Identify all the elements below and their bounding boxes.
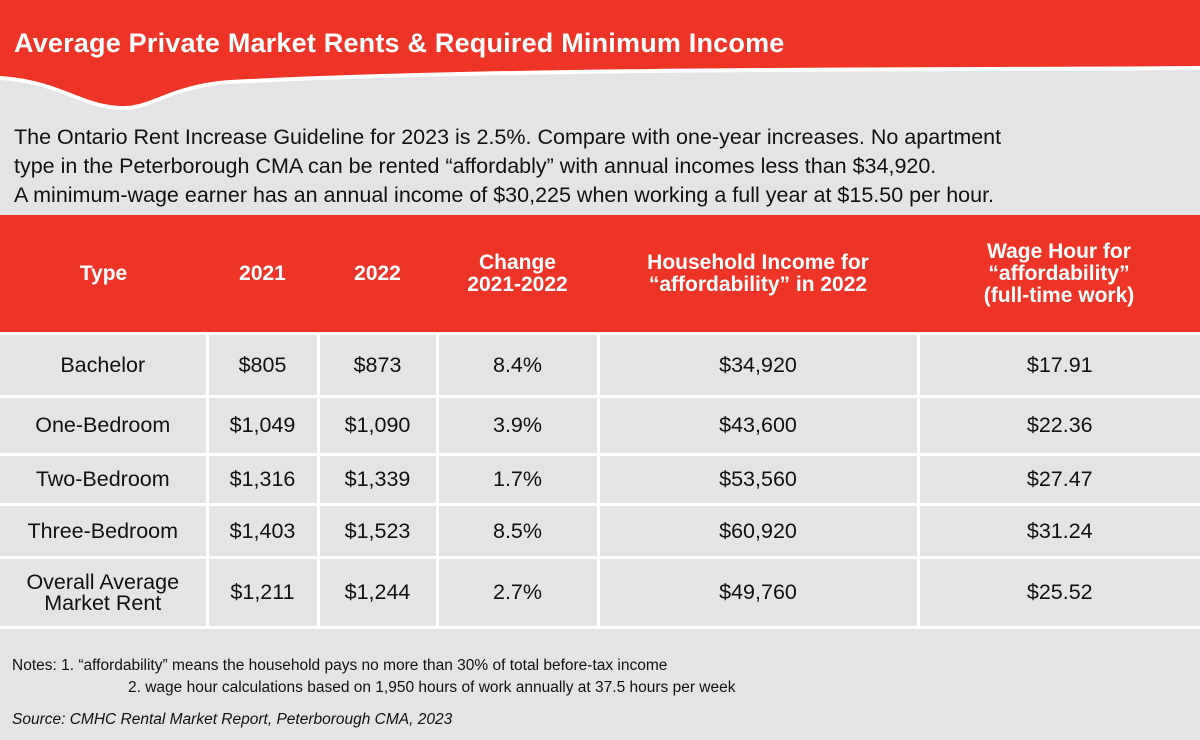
table-cell: $1,244 bbox=[316, 556, 439, 629]
column-header: 2022 bbox=[318, 215, 437, 334]
row-type-cell: One-Bedroom bbox=[0, 395, 209, 456]
column-header-line: 2021 bbox=[239, 261, 286, 285]
column-header-line: Type bbox=[79, 261, 128, 285]
table-row: Two-Bedroom $1,316 $1,339 1.7% $53,560 $27.47 bbox=[0, 453, 1200, 506]
column-header-line: Household Income for bbox=[647, 250, 869, 274]
table-cell: 8.5% bbox=[435, 503, 600, 559]
table-cell: $27.47 bbox=[916, 453, 1200, 506]
intro-text: The Ontario Rent Increase Guideline for … bbox=[14, 123, 1194, 210]
source-citation: Source: CMHC Rental Market Report, Peter… bbox=[12, 711, 453, 728]
table-cell: 8.4% bbox=[435, 332, 600, 398]
rent-table: Type 2021 2022 Change 2021-2022 Household Inc… bbox=[0, 215, 1200, 629]
table-cell: $22.36 bbox=[916, 395, 1200, 456]
table-header-row: Type 2021 2022 Change 2021-2022 Household Inc… bbox=[0, 215, 1200, 334]
row-type-cell: Two-Bedroom bbox=[0, 453, 209, 506]
note-2: 2. wage hour calculations based on 1,950… bbox=[128, 679, 736, 696]
row-type-cell: Overall Average Market Rent bbox=[0, 556, 209, 629]
page-title: Average Private Market Rents & Required … bbox=[14, 28, 785, 58]
table-cell: $60,920 bbox=[596, 503, 920, 559]
column-header: Wage Hour for “affordability” (full-time w… bbox=[918, 215, 1200, 334]
table-cell: $873 bbox=[316, 332, 439, 398]
table-cell: $17.91 bbox=[916, 332, 1200, 398]
table-row: Overall Average Market Rent $1,211 $1,244 2… bbox=[0, 556, 1200, 629]
notes: Notes: 1. “affordability” means the hous… bbox=[12, 655, 735, 699]
table-cell: $1,090 bbox=[316, 395, 439, 456]
table-cell: $43,600 bbox=[596, 395, 920, 456]
column-header-line: Change bbox=[478, 250, 556, 274]
column-header-line: “affordability” in 2022 bbox=[648, 272, 868, 296]
table-cell: 1.7% bbox=[435, 453, 600, 506]
table-cell: 3.9% bbox=[435, 395, 600, 456]
row-type-cell: Three-Bedroom bbox=[0, 503, 209, 559]
table-row: One-Bedroom $1,049 $1,090 3.9% $43,600 $22.36 bbox=[0, 395, 1200, 456]
column-header: Household Income for “affordability” in 2… bbox=[598, 215, 918, 334]
column-header-line: “affordability” bbox=[988, 261, 1130, 285]
header-banner bbox=[0, 0, 1200, 111]
column-header-line: Wage Hour for bbox=[987, 239, 1131, 263]
column-header-line: 2022 bbox=[354, 261, 401, 285]
table-cell: 2.7% bbox=[435, 556, 600, 629]
table-cell: $1,049 bbox=[205, 395, 320, 456]
intro-line: The Ontario Rent Increase Guideline for … bbox=[14, 125, 1002, 149]
table-cell: $1,403 bbox=[205, 503, 320, 559]
table-cell: $34,920 bbox=[596, 332, 920, 398]
intro-line: type in the Peterborough CMA can be rent… bbox=[14, 154, 937, 178]
column-header: Change 2021-2022 bbox=[437, 215, 598, 334]
column-header-line: (full-time work) bbox=[983, 283, 1135, 307]
table-cell: $31.24 bbox=[916, 503, 1200, 559]
table-cell: $53,560 bbox=[596, 453, 920, 506]
table-cell: $25.52 bbox=[916, 556, 1200, 629]
table-cell: $1,211 bbox=[205, 556, 320, 629]
note-1: Notes: 1. “affordability” means the hous… bbox=[12, 657, 668, 674]
table-cell: $1,523 bbox=[316, 503, 439, 559]
column-header-line: 2021-2022 bbox=[467, 272, 568, 296]
table-cell: $1,316 bbox=[205, 453, 320, 506]
table-cell: $1,339 bbox=[316, 453, 439, 506]
table-row: Three-Bedroom $1,403 $1,523 8.5% $60,920 $31.… bbox=[0, 503, 1200, 559]
row-type-cell: Bachelor bbox=[0, 332, 209, 398]
table-row: Bachelor $805 $873 8.4% $34,920 $17.91 bbox=[0, 332, 1200, 398]
column-header: 2021 bbox=[207, 215, 318, 334]
column-header: Type bbox=[0, 215, 207, 334]
table-cell: $49,760 bbox=[596, 556, 920, 629]
intro-line: A minimum-wage earner has an annual inco… bbox=[14, 183, 995, 207]
table-cell: $805 bbox=[205, 332, 320, 398]
